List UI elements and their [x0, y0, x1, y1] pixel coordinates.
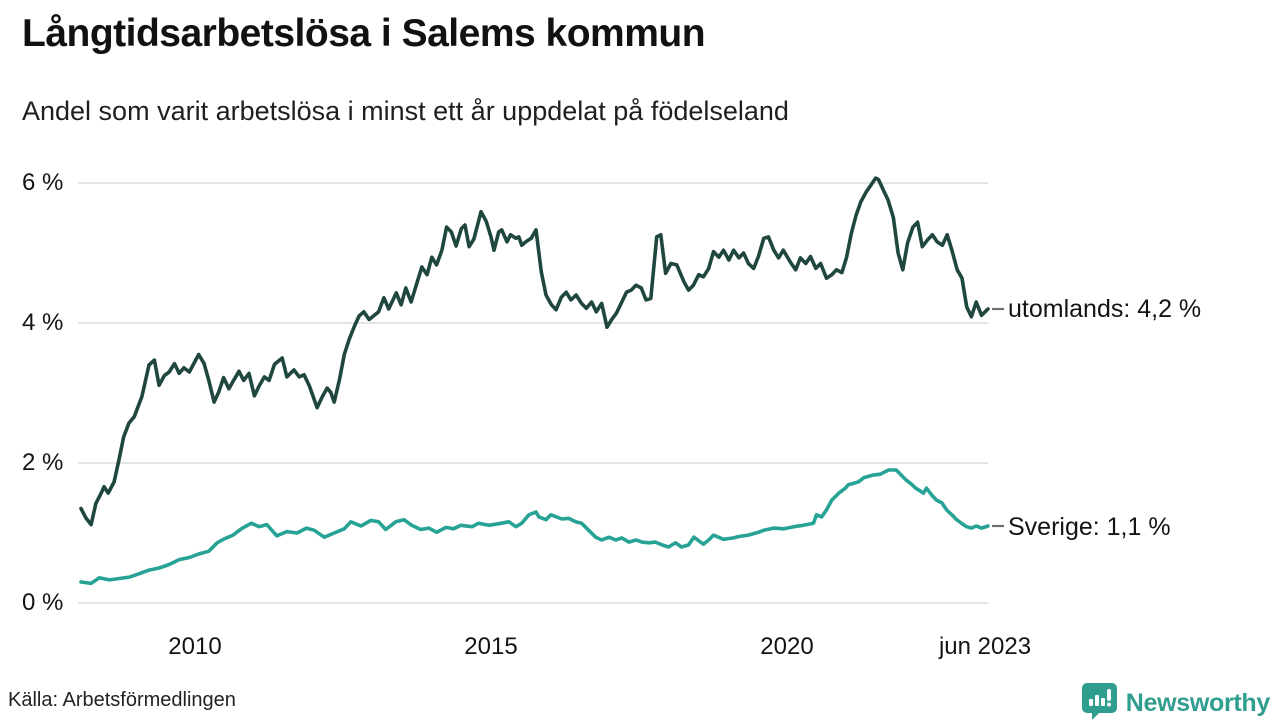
y-axis-tick-label: 2 % [22, 449, 64, 476]
newsworthy-logo: Newsworthy [1081, 682, 1270, 720]
page-subtitle: Andel som varit arbetslösa i minst ett å… [22, 96, 789, 126]
x-axis-tick-label: 2015 [464, 633, 518, 660]
newsworthy-bubble-chart-icon [1081, 682, 1118, 720]
x-axis-tick-label: jun 2023 [938, 633, 1032, 660]
y-axis-tick-label: 0 % [22, 589, 64, 616]
series-end-label-sverige: Sverige: 1,1 % [1008, 513, 1171, 541]
page-title: Långtidsarbetslösa i Salems kommun [22, 12, 706, 55]
newsworthy-wordmark: Newsworthy [1125, 689, 1271, 717]
x-axis-tick-label: 2010 [168, 633, 222, 660]
y-axis-tick-label: 6 % [22, 169, 64, 196]
series-line-utomlands [79, 176, 990, 527]
x-axis-tick-label: 2020 [760, 633, 814, 660]
series-end-label-utomlands: utomlands: 4,2 % [1008, 295, 1202, 323]
y-axis-tick-label: 4 % [22, 309, 64, 336]
source-credit: Källa: Arbetsförmedlingen [8, 689, 236, 711]
series-line-sverige [79, 468, 990, 586]
